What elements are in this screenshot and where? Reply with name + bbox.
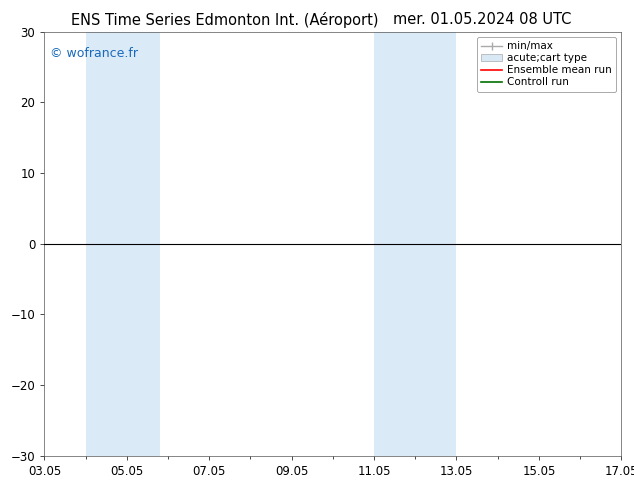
Text: mer. 01.05.2024 08 UTC: mer. 01.05.2024 08 UTC (392, 12, 571, 27)
Bar (374, 32, 456, 456)
Text: ENS Time Series Edmonton Int. (Aéroport): ENS Time Series Edmonton Int. (Aéroport) (71, 12, 379, 28)
Bar (86, 32, 160, 456)
Legend: min/max, acute;cart type, Ensemble mean run, Controll run: min/max, acute;cart type, Ensemble mean … (477, 37, 616, 92)
Text: © wofrance.fr: © wofrance.fr (50, 47, 138, 60)
